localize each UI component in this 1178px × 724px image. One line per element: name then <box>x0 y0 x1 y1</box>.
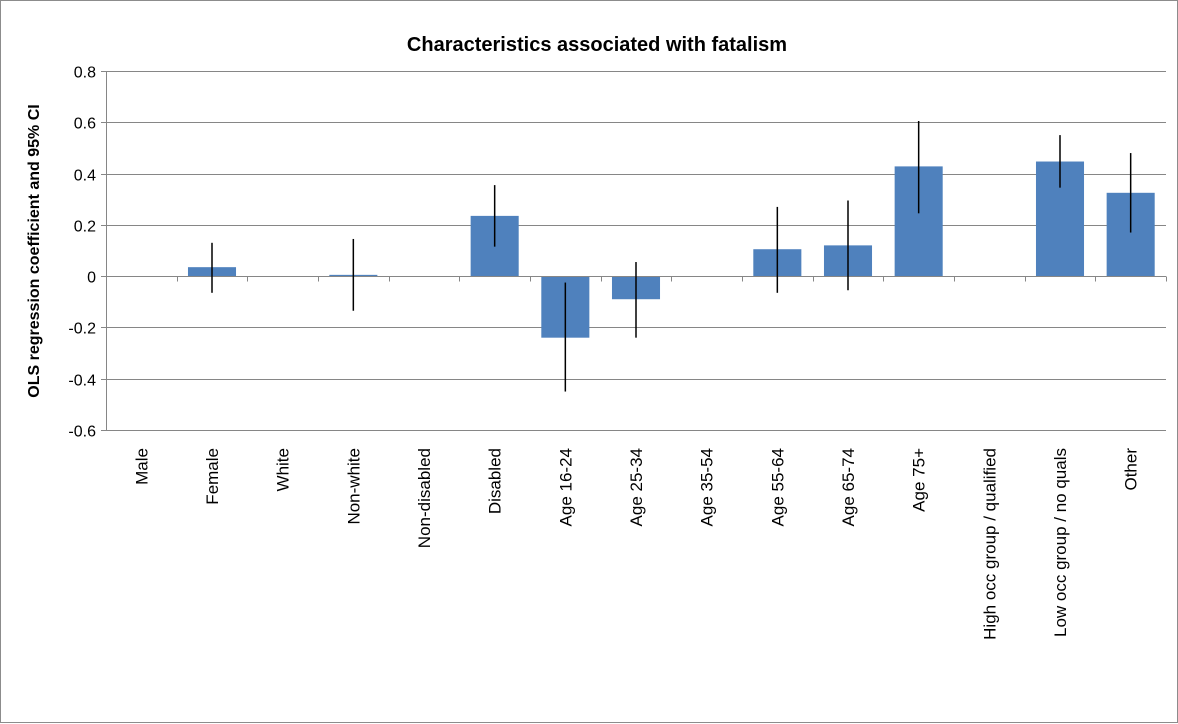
category-label: Non-white <box>344 448 363 525</box>
category-label: Age 75+ <box>910 448 929 512</box>
error-bars <box>212 121 1131 392</box>
y-tick-label: 0.2 <box>74 219 96 236</box>
category-label: High occ group / qualified <box>980 448 999 640</box>
category-label: Age 25-34 <box>627 448 646 526</box>
axes <box>106 71 1167 430</box>
category-label: Non-disabled <box>415 448 434 548</box>
category-label: Other <box>1122 448 1141 491</box>
y-tick-label: 0.8 <box>74 65 96 82</box>
y-tick-label: 0.6 <box>74 116 96 133</box>
category-label: Age 55-64 <box>768 448 787 526</box>
category-label: Age 35-54 <box>698 448 717 526</box>
category-label: Male <box>132 448 151 485</box>
category-label: Disabled <box>486 448 505 514</box>
chart-title: Characteristics associated with fatalism <box>407 34 787 56</box>
y-tick-label: -0.6 <box>68 424 96 441</box>
y-tick-label: -0.4 <box>68 373 96 390</box>
y-axis-label: OLS regression coefficient and 95% CI <box>26 104 43 397</box>
category-label: Low occ group / no quals <box>1051 448 1070 637</box>
y-tick-label: -0.2 <box>68 321 96 338</box>
category-label: Age 65-74 <box>839 448 858 526</box>
y-tick-label: 0.4 <box>74 168 96 185</box>
category-labels: Male Female White Non-white Non-disabled Disa… <box>132 448 1140 640</box>
category-label: Age 16-24 <box>556 448 575 526</box>
gridlines <box>101 72 1166 431</box>
y-tick-label: 0 <box>87 270 96 287</box>
category-label: Female <box>203 448 222 505</box>
y-tick-labels: -0.6 -0.4 -0.2 0 0.2 0.4 0.6 0.8 <box>68 65 96 441</box>
category-label: White <box>274 448 293 491</box>
